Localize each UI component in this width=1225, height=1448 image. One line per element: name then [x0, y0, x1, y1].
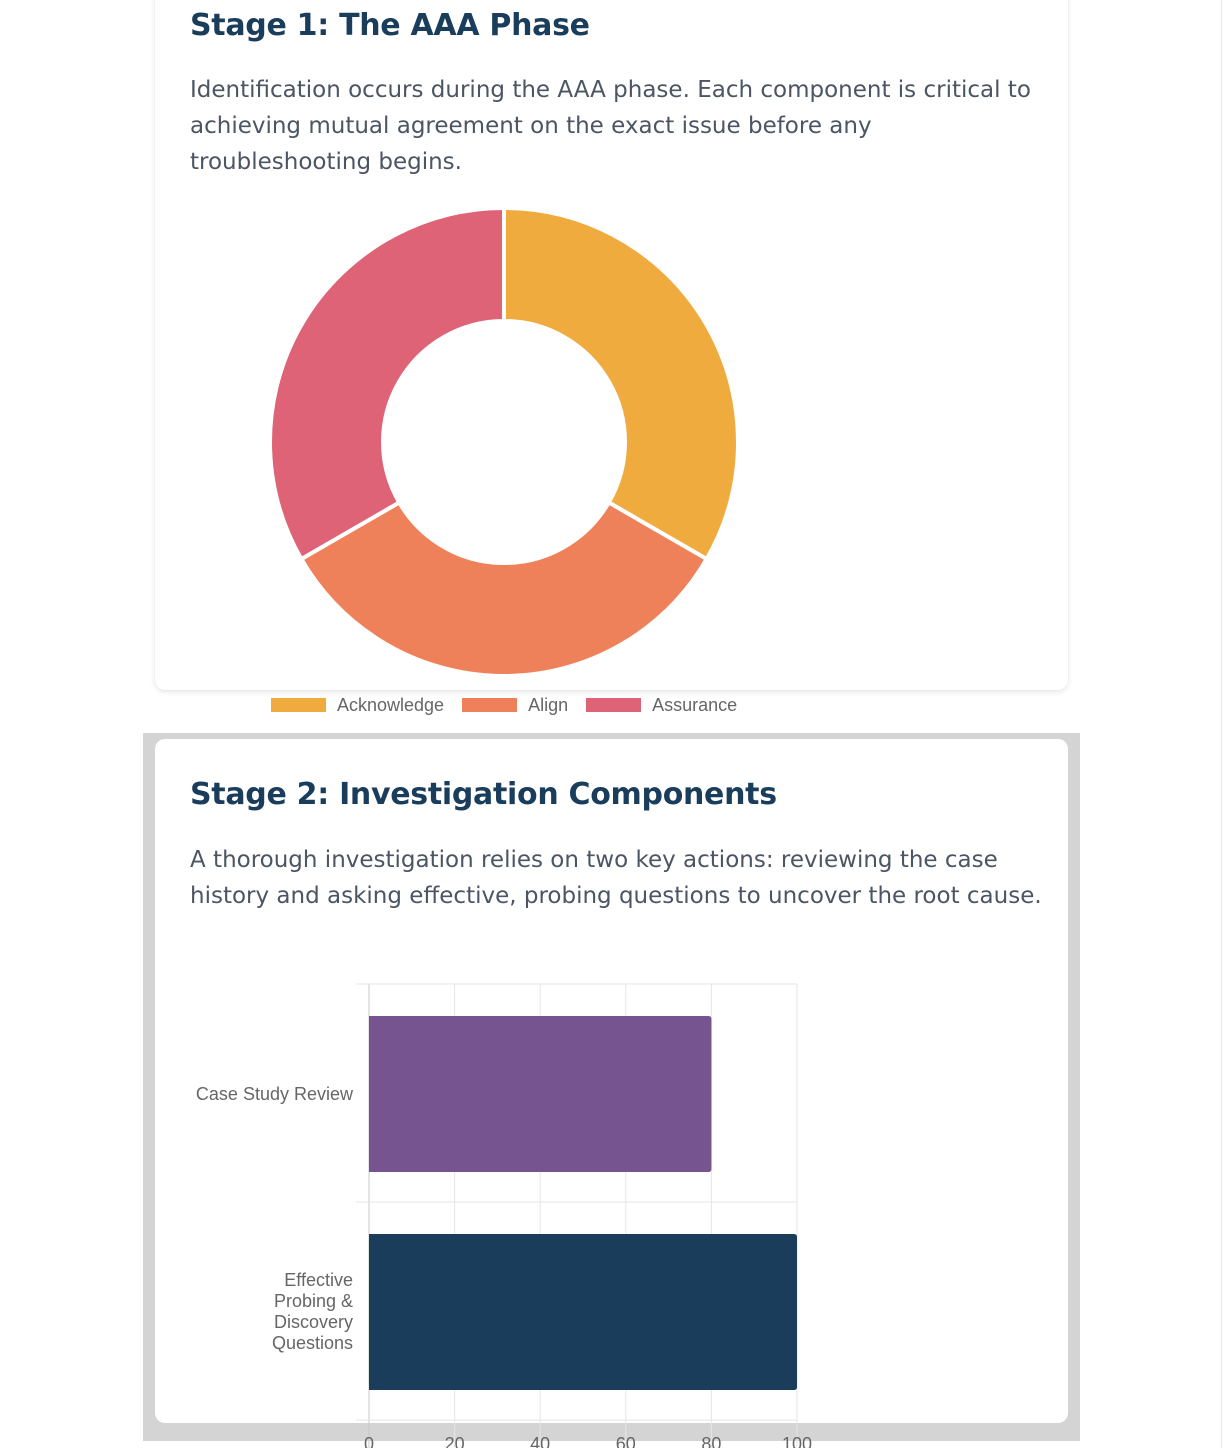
- legend-swatch: [586, 698, 642, 712]
- bar-case-study-review[interactable]: [369, 1016, 712, 1172]
- x-tick-label: 100: [782, 1434, 812, 1448]
- doughnut-slice-assurance[interactable]: [268, 205, 506, 562]
- x-tick-label: 20: [445, 1434, 465, 1448]
- aaa-doughnut-chart: [268, 205, 740, 678]
- legend-label: Acknowledge: [337, 694, 445, 715]
- legend-label: Align: [528, 694, 569, 715]
- y-tick-label: Effective Probing & Discovery Questions: [271, 1270, 353, 1353]
- bar-effective-probing[interactable]: [369, 1234, 797, 1390]
- stage1-description: Identification occurs during the AAA pha…: [190, 77, 1031, 175]
- stage2-description: A thorough investigation relies on two k…: [190, 847, 1042, 909]
- x-tick-label: 80: [701, 1434, 721, 1448]
- legend-label: Assurance: [652, 694, 738, 715]
- legend-swatch: [271, 698, 326, 712]
- doughnut-slice-acknowledge[interactable]: [502, 205, 740, 562]
- stage1-title: Stage 1: The AAA Phase: [190, 8, 590, 43]
- x-tick-label: 60: [616, 1434, 636, 1448]
- legend-swatch: [462, 698, 518, 712]
- y-tick-label: Case Study Review: [195, 1083, 353, 1104]
- scrollbar-edge: [1221, 0, 1222, 1448]
- legend-item-acknowledge[interactable]: Acknowledge: [271, 695, 444, 716]
- x-tick-label: 0: [364, 1434, 374, 1448]
- doughnut-slice-align[interactable]: [298, 499, 710, 678]
- stage2-title: Stage 2: Investigation Components: [190, 777, 777, 812]
- legend-item-assurance[interactable]: Assurance: [586, 695, 737, 716]
- x-tick-label: 40: [530, 1434, 550, 1448]
- legend-item-align[interactable]: Align: [462, 695, 568, 716]
- doughnut-legend: Acknowledge Align Assurance: [271, 692, 755, 718]
